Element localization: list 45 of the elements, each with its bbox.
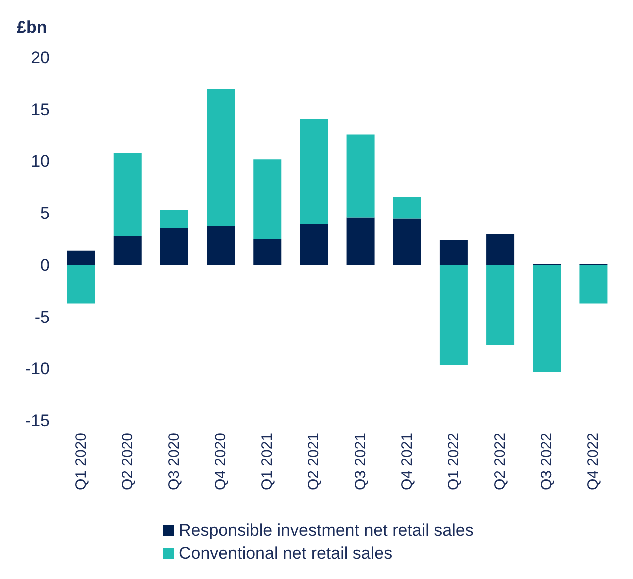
- bar: [160, 210, 188, 228]
- bar: [160, 228, 188, 266]
- x-tick-label: Q1 2021: [259, 433, 276, 491]
- bar: [486, 265, 515, 346]
- bar: [254, 240, 282, 266]
- bar: [67, 250, 96, 266]
- bar: [300, 224, 328, 266]
- chart-title: £bn: [17, 18, 48, 37]
- x-tick-label: Q2 2022: [492, 433, 510, 491]
- legend-label: Conventional net retail sales: [179, 544, 393, 563]
- legend-label: Responsible investment net retail sales: [179, 521, 474, 540]
- bar: [207, 226, 236, 266]
- x-tick-label: Q3 2022: [538, 433, 556, 491]
- x-tick-label: Q1 2020: [72, 433, 90, 491]
- bar: [440, 240, 468, 266]
- bar: [207, 89, 236, 226]
- y-tick-label: 5: [40, 204, 50, 224]
- x-tick-label: Q2 2020: [119, 433, 136, 491]
- bar: [486, 234, 515, 266]
- bar: [254, 160, 282, 240]
- x-tick-label: Q1 2022: [445, 433, 462, 491]
- y-tick-label: 20: [31, 48, 50, 68]
- bar: [533, 265, 562, 372]
- x-tick-label: Q4 2021: [398, 433, 416, 491]
- y-tick-label: 0: [40, 256, 50, 275]
- bar: [440, 265, 468, 365]
- bar: [114, 236, 142, 266]
- y-tick-label: -15: [25, 412, 50, 430]
- y-tick-label: 10: [31, 152, 50, 172]
- bar: [580, 265, 608, 304]
- y-tick-label: -10: [25, 360, 50, 379]
- y-tick-label: -5: [34, 308, 50, 327]
- y-tick-label: 15: [31, 100, 50, 120]
- x-tick-label: Q4 2020: [212, 433, 230, 491]
- bar: [300, 119, 328, 224]
- bar: [393, 196, 422, 219]
- bar: [346, 134, 375, 218]
- bar: [114, 153, 142, 236]
- x-tick-label: Q2 2021: [306, 433, 323, 491]
- x-tick-label: Q3 2021: [352, 433, 370, 491]
- bar: [346, 218, 375, 266]
- bar: [67, 265, 96, 304]
- x-tick-label: Q3 2020: [166, 433, 183, 491]
- bar: [393, 218, 422, 266]
- x-tick-label: Q4 2022: [585, 433, 602, 491]
